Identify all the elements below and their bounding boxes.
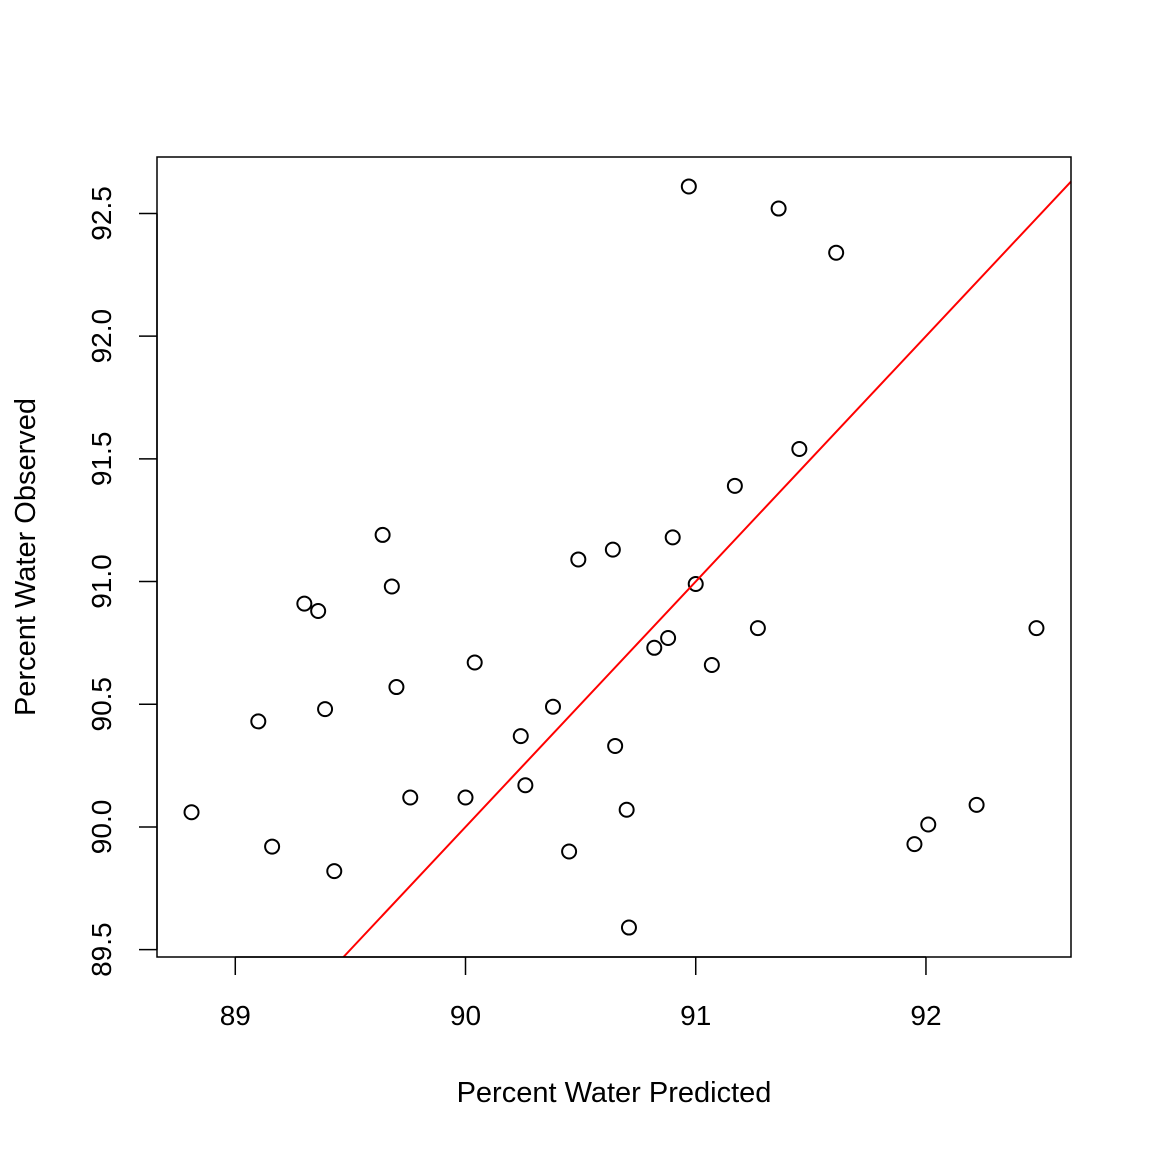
y-axis-label: Percent Water Observed (10, 398, 42, 716)
x-tick-label: 90 (450, 1000, 481, 1031)
data-point (310, 602, 327, 619)
y-tick-label: 92.0 (86, 309, 117, 364)
data-point (680, 178, 697, 195)
data-point (264, 838, 281, 855)
data-point (570, 551, 587, 568)
data-point (402, 789, 419, 806)
reference-line (342, 180, 1072, 958)
data-point (968, 796, 985, 813)
data-point (791, 441, 808, 458)
data-point (544, 698, 561, 715)
data-point (512, 728, 529, 745)
x-axis: 89 90 91 92 (220, 956, 942, 1031)
data-point (466, 654, 483, 671)
data-point (517, 777, 534, 794)
reference-line-layer (342, 180, 1072, 958)
data-point (607, 737, 624, 754)
data-point (920, 816, 937, 833)
data-point (618, 801, 635, 818)
data-point (620, 919, 637, 936)
data-point (604, 541, 621, 558)
y-tick-label: 90.0 (86, 800, 117, 855)
data-point (828, 244, 845, 261)
data-point (660, 629, 677, 646)
data-point (183, 804, 200, 821)
y-tick-label: 90.5 (86, 677, 117, 732)
data-point (906, 836, 923, 853)
data-point (317, 701, 334, 718)
data-point (326, 863, 343, 880)
y-tick-label: 92.5 (86, 186, 117, 241)
points-layer (183, 178, 1045, 936)
y-tick-label: 91.5 (86, 432, 117, 487)
data-point (374, 526, 391, 543)
data-point (687, 575, 704, 592)
x-tick-label: 91 (680, 1000, 711, 1031)
data-point (703, 656, 720, 673)
y-axis: 89.5 90.0 90.5 91.0 91.5 92.0 92.5 (86, 186, 158, 977)
data-point (664, 529, 681, 546)
data-point (1028, 620, 1045, 637)
data-point (561, 843, 578, 860)
data-point (646, 639, 663, 656)
y-tick-label: 91.0 (86, 554, 117, 609)
data-point (383, 578, 400, 595)
data-point (770, 200, 787, 217)
data-point (296, 595, 313, 612)
data-point (250, 713, 267, 730)
data-point (749, 620, 766, 637)
data-point (726, 477, 743, 494)
x-tick-label: 92 (910, 1000, 941, 1031)
y-tick-label: 89.5 (86, 922, 117, 977)
x-tick-label: 89 (220, 1000, 251, 1031)
x-axis-label: Percent Water Predicted (457, 1077, 772, 1109)
data-point (457, 789, 474, 806)
data-point (388, 679, 405, 696)
